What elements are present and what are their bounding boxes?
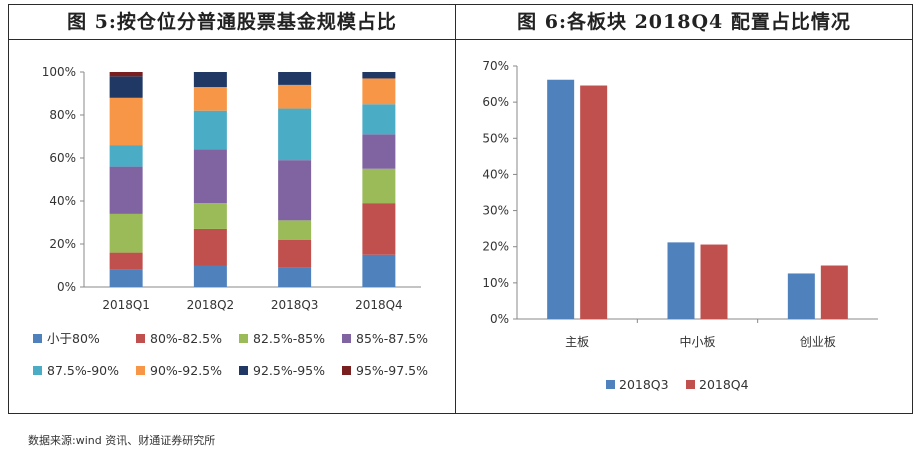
legend-label: 2018Q4 xyxy=(699,377,749,392)
legend-swatch xyxy=(33,334,42,343)
bar-segment xyxy=(193,110,227,150)
bar-segment xyxy=(109,72,143,77)
bar-segment xyxy=(278,220,312,240)
bar-segment xyxy=(109,269,143,287)
y-tick-label: 40% xyxy=(482,167,509,181)
bar xyxy=(580,85,608,319)
legend-label: 92.5%-95% xyxy=(253,363,325,378)
stacked-bar-chart: 0% 20% 40% 60% 80% 100% 2018Q1 2018Q2 2018Q3 2018… xyxy=(33,65,428,378)
legend-swatch xyxy=(136,334,145,343)
x-category-label: 主板 xyxy=(565,335,589,349)
bar xyxy=(700,244,728,319)
x-category-label: 2018Q3 xyxy=(271,298,319,312)
legend-label: 80%-82.5% xyxy=(150,331,222,346)
y-tick-label: 20% xyxy=(482,240,509,254)
legend-label: 90%-92.5% xyxy=(150,363,222,378)
bar-segment xyxy=(193,149,227,204)
legend-label: 小于80% xyxy=(47,331,100,346)
legend-swatch xyxy=(239,334,248,343)
bar xyxy=(820,265,848,319)
legend-label: 87.5%-90% xyxy=(47,363,119,378)
bar xyxy=(667,242,695,319)
bar-segment xyxy=(278,239,312,268)
legend-swatch xyxy=(606,380,615,389)
bar-segment xyxy=(362,168,396,204)
y-tick-label: 20% xyxy=(49,237,76,251)
bar-segment xyxy=(109,145,143,167)
y-tick-label: 30% xyxy=(482,204,509,218)
x-category-label: 2018Q4 xyxy=(355,298,403,312)
bar-segment xyxy=(362,104,396,135)
bar xyxy=(787,273,815,319)
y-tick-label: 80% xyxy=(49,108,76,122)
y-tick-label: 0% xyxy=(490,312,509,326)
y-tick-label: 60% xyxy=(482,95,509,109)
y-tick-label: 100% xyxy=(42,65,76,79)
y-tick-label: 0% xyxy=(57,280,76,294)
bar-segment xyxy=(109,213,143,253)
stacked-chart-panel: 图 5:按仓位分普通股票基金规模占比 0% 20% 40% 60% 80% 100% 201… xyxy=(8,4,456,414)
bar-segment xyxy=(362,134,396,169)
bar-segment xyxy=(193,87,227,111)
bar-segment xyxy=(109,252,143,270)
bar-segment xyxy=(278,72,312,85)
legend-label: 2018Q3 xyxy=(619,377,669,392)
bar-segment xyxy=(109,76,143,98)
bar-segment xyxy=(193,203,227,229)
bar-segment xyxy=(193,72,227,88)
x-category-label: 2018Q2 xyxy=(187,298,235,312)
bar-segment xyxy=(278,84,312,109)
grouped-chart-panel: 图 6:各板块 2018Q4 配置占比情况 0% 10% 20% 30% 40% 50% 6… xyxy=(455,4,913,414)
bar-segment xyxy=(278,108,312,161)
legend-label: 82.5%-85% xyxy=(253,331,325,346)
bar-segment xyxy=(193,265,227,287)
legend-swatch xyxy=(239,366,248,375)
legend-label: 95%-97.5% xyxy=(356,363,428,378)
legend-swatch xyxy=(33,366,42,375)
bar-segment xyxy=(278,160,312,221)
grouped-bar-chart: 0% 10% 20% 30% 40% 50% 60% 70% 主板 中小板 创业板 2018Q3 201… xyxy=(482,59,878,392)
bar-segment xyxy=(278,267,312,287)
y-tick-label: 10% xyxy=(482,276,509,290)
legend-swatch xyxy=(342,366,351,375)
legend-swatch xyxy=(342,334,351,343)
bar xyxy=(547,79,575,319)
bar-segment xyxy=(362,203,396,255)
x-category-label: 2018Q1 xyxy=(102,298,150,312)
bar-segment xyxy=(193,228,227,266)
legend-swatch xyxy=(136,366,145,375)
stacked-chart-title: 图 5:按仓位分普通股票基金规模占比 xyxy=(9,5,455,40)
x-category-label: 创业板 xyxy=(800,335,836,349)
y-tick-label: 40% xyxy=(49,194,76,208)
x-category-label: 中小板 xyxy=(679,334,715,349)
bar-segment xyxy=(362,78,396,105)
bar-segment xyxy=(109,97,143,146)
y-tick-label: 70% xyxy=(482,59,509,73)
y-tick-label: 60% xyxy=(49,151,76,165)
legend-label: 85%-87.5% xyxy=(356,331,428,346)
bar-segment xyxy=(362,254,396,287)
bar-segment xyxy=(109,166,143,214)
y-tick-label: 50% xyxy=(482,131,509,145)
grouped-chart-title: 图 6:各板块 2018Q4 配置占比情况 xyxy=(456,5,912,40)
data-source-note: 数据来源:wind 资讯、财通证券研究所 xyxy=(28,434,216,447)
bar-segment xyxy=(362,72,396,79)
legend-swatch xyxy=(686,380,695,389)
